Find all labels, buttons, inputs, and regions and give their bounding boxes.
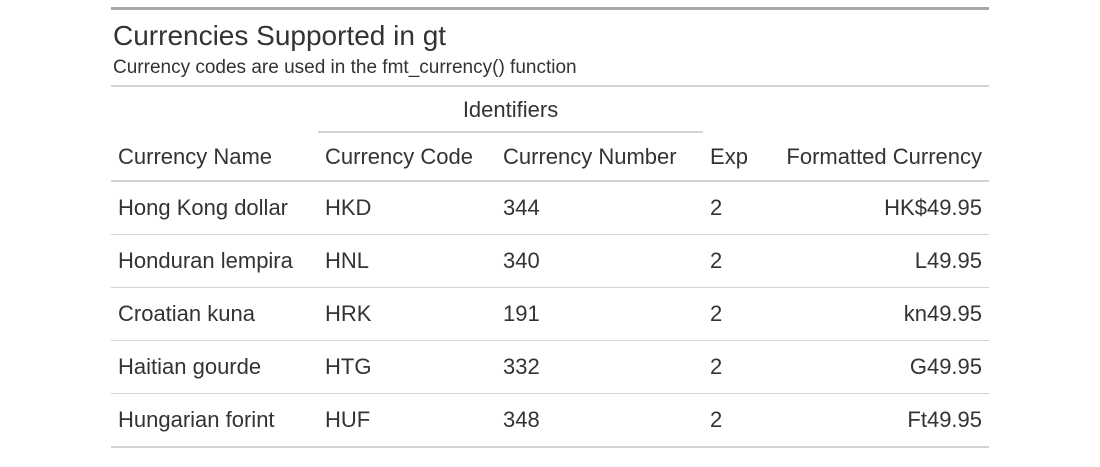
table-row: Hong Kong dollar HKD 344 2 HK$49.95 <box>111 181 990 235</box>
cell-currency-number: 344 <box>496 181 704 235</box>
cell-currency-code: HRK <box>318 287 496 341</box>
cell-formatted-currency: kn49.95 <box>759 287 990 341</box>
currency-table: Identifiers Currency Name Currency Code … <box>111 87 990 448</box>
cell-currency-number: 332 <box>496 340 704 394</box>
cell-formatted-currency: HK$49.95 <box>759 181 990 235</box>
cell-formatted-currency: L49.95 <box>759 234 990 288</box>
cell-exp: 2 <box>703 234 760 288</box>
col-header-formatted-currency: Formatted Currency <box>759 133 990 182</box>
table-subtitle: Currency codes are used in the fmt_curre… <box>113 57 577 78</box>
cell-currency-name: Honduran lempira <box>111 234 318 288</box>
cell-currency-code: HUF <box>318 393 496 448</box>
cell-currency-code: HKD <box>318 181 496 235</box>
col-header-currency-code: Currency Code <box>318 133 496 182</box>
cell-currency-number: 191 <box>496 287 704 341</box>
column-header-row: Currency Name Currency Code Currency Num… <box>111 133 990 182</box>
spanner-empty-cell <box>111 87 318 133</box>
cell-currency-name: Hungarian forint <box>111 393 318 448</box>
spanner-cell: Identifiers <box>318 87 704 133</box>
cell-currency-number: 348 <box>496 393 704 448</box>
gt-table-container: Currencies Supported in gt Currency code… <box>111 7 990 448</box>
cell-exp: 2 <box>703 393 760 448</box>
heading-rule <box>111 85 989 87</box>
col-header-currency-name: Currency Name <box>111 133 318 182</box>
cell-currency-code: HTG <box>318 340 496 394</box>
table-top-rule <box>111 7 989 10</box>
table-row: Hungarian forint HUF 348 2 Ft49.95 <box>111 393 990 448</box>
col-header-currency-number: Currency Number <box>496 133 704 182</box>
cell-formatted-currency: G49.95 <box>759 340 990 394</box>
table-row: Haitian gourde HTG 332 2 G49.95 <box>111 340 990 394</box>
cell-currency-number: 340 <box>496 234 704 288</box>
cell-exp: 2 <box>703 340 760 394</box>
col-header-exp: Exp <box>703 133 760 182</box>
table-heading: Currencies Supported in gt Currency code… <box>111 10 989 85</box>
spanner-empty-cell <box>703 87 759 133</box>
cell-currency-name: Haitian gourde <box>111 340 318 394</box>
spanner-row: Identifiers <box>111 87 989 133</box>
cell-formatted-currency: Ft49.95 <box>759 393 990 448</box>
spanner-identifiers: Identifiers <box>318 97 704 133</box>
spanner-empty-cell <box>759 87 989 133</box>
cell-currency-name: Croatian kuna <box>111 287 318 341</box>
table-row: Honduran lempira HNL 340 2 L49.95 <box>111 234 990 288</box>
table-row: Croatian kuna HRK 191 2 kn49.95 <box>111 287 990 341</box>
table-title: Currencies Supported in gt <box>113 20 447 51</box>
cell-currency-name: Hong Kong dollar <box>111 181 318 235</box>
cell-exp: 2 <box>703 181 760 235</box>
cell-exp: 2 <box>703 287 760 341</box>
cell-currency-code: HNL <box>318 234 496 288</box>
